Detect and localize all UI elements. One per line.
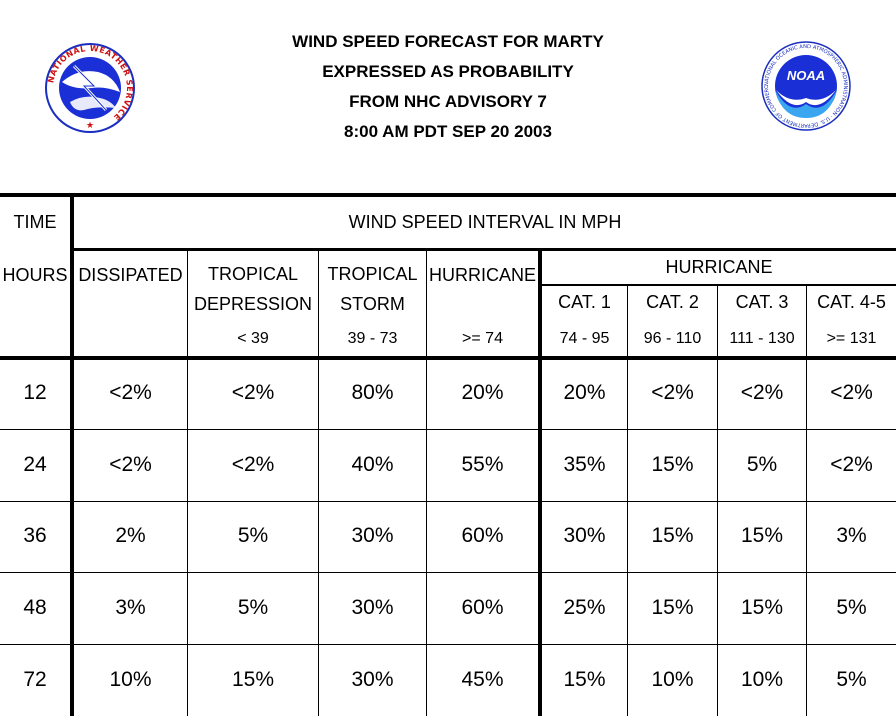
table-cell-td: <2%	[231, 453, 275, 476]
noaa-logo-icon: NOAA NATIONAL OCEANIC AND ATMOSPHERIC AD…	[760, 40, 851, 131]
hurricane-group-border	[538, 248, 542, 716]
title-line-4: 8:00 AM PDT SEP 20 2003	[344, 122, 552, 141]
title-line-2: EXPRESSED AS PROBABILITY	[322, 62, 574, 81]
table-cell-hurricane: 20%	[461, 381, 504, 404]
table-cell-cat2: 15%	[651, 596, 694, 619]
row-divider-2	[0, 501, 896, 502]
cat1-range: 74 - 95	[559, 330, 610, 347]
table-cell-cat3: 5%	[746, 453, 778, 476]
table-cell-cat2: <2%	[651, 381, 694, 404]
time-column-border	[70, 193, 74, 716]
ts-header-line2: STORM	[340, 294, 405, 314]
cat2-header: CAT. 2	[646, 292, 699, 312]
table-cell-hurricane: 60%	[461, 596, 504, 619]
table-row-hours: 48	[23, 596, 47, 619]
row-divider-1	[0, 429, 896, 430]
cat2-range: 96 - 110	[643, 330, 702, 347]
table-cell-td: <2%	[231, 381, 275, 404]
cat45-header: CAT. 4-5	[817, 292, 886, 312]
hours-header: HOURS	[2, 265, 68, 285]
table-cell-cat3: <2%	[740, 381, 784, 404]
td-range: < 39	[237, 330, 269, 347]
table-cell-cat2: 15%	[651, 453, 694, 476]
table-cell-cat2: 15%	[651, 524, 694, 547]
row-divider-3	[0, 572, 896, 573]
title-line-1: WIND SPEED FORECAST FOR MARTY	[292, 32, 604, 51]
table-cell-ts: 30%	[351, 524, 394, 547]
table-cell-cat3: 15%	[740, 596, 784, 619]
wind-speed-interval-header: WIND SPEED INTERVAL IN MPH	[348, 212, 622, 232]
title-line-3: FROM NHC ADVISORY 7	[349, 92, 547, 111]
table-cell-cat1: 35%	[563, 453, 606, 476]
cat1-header: CAT. 1	[558, 292, 611, 312]
hurricane-range: >= 74	[462, 330, 503, 347]
table-cell-dissipated: <2%	[109, 453, 152, 476]
table-cell-td: 5%	[237, 524, 269, 547]
nws-logo-icon: NATIONAL WEATHER SERVICE ★	[45, 43, 135, 133]
time-header: TIME	[13, 212, 57, 232]
col-divider-hurricane	[426, 248, 427, 716]
table-cell-dissipated: 10%	[109, 668, 152, 691]
cat3-range: 111 - 130	[729, 330, 795, 347]
ts-range: 39 - 73	[347, 330, 398, 347]
table-row-hours: 24	[23, 453, 47, 476]
table-cell-hurricane: 60%	[461, 524, 504, 547]
table-cell-td: 5%	[237, 596, 269, 619]
td-header-line2: DEPRESSION	[193, 294, 313, 314]
cat3-header: CAT. 3	[735, 292, 789, 312]
hurricane-group-divider	[540, 284, 896, 286]
table-cell-cat45: 3%	[836, 524, 867, 547]
table-cell-cat1: 20%	[563, 381, 606, 404]
cat45-range: >= 131	[826, 330, 877, 347]
table-cell-ts: 30%	[351, 596, 394, 619]
noaa-label: NOAA	[787, 68, 825, 83]
ts-header-line1: TROPICAL	[327, 264, 418, 284]
table-cell-cat3: 15%	[740, 524, 784, 547]
table-cell-dissipated: 2%	[115, 524, 146, 547]
col-divider-cat45	[806, 284, 807, 716]
header-divider	[72, 248, 896, 251]
table-cell-dissipated: <2%	[109, 381, 152, 404]
dissipated-header: DISSIPATED	[78, 265, 183, 285]
col-divider-ts	[318, 248, 319, 716]
svg-text:★: ★	[86, 121, 94, 131]
hurricane-group-header: HURRICANE	[665, 257, 773, 277]
col-divider-cat2	[627, 284, 628, 716]
col-divider-cat3	[717, 284, 718, 716]
td-header-line1: TROPICAL	[207, 264, 299, 284]
table-cell-cat45: 5%	[836, 596, 867, 619]
table-cell-cat45: <2%	[830, 381, 873, 404]
table-cell-ts: 40%	[351, 453, 394, 476]
table-row-hours: 36	[23, 524, 47, 547]
row-divider-4	[0, 644, 896, 645]
hurricane-header: HURRICANE	[428, 265, 536, 285]
table-top-border	[0, 193, 896, 197]
table-cell-hurricane: 55%	[461, 453, 504, 476]
table-cell-cat1: 30%	[563, 524, 606, 547]
col-divider-td	[187, 248, 188, 716]
table-cell-cat3: 10%	[740, 668, 784, 691]
table-cell-dissipated: 3%	[115, 596, 146, 619]
table-cell-cat1: 15%	[563, 668, 606, 691]
table-cell-ts: 30%	[351, 668, 394, 691]
table-row-hours: 72	[23, 668, 47, 691]
table-cell-td: 15%	[231, 668, 275, 691]
table-cell-cat45: <2%	[830, 453, 873, 476]
table-cell-cat1: 25%	[563, 596, 606, 619]
table-cell-cat45: 5%	[836, 668, 867, 691]
table-row-hours: 12	[23, 381, 47, 404]
table-cell-hurricane: 45%	[461, 668, 504, 691]
table-cell-ts: 80%	[351, 381, 394, 404]
header-bottom-border	[0, 356, 896, 360]
table-cell-cat2: 10%	[651, 668, 694, 691]
